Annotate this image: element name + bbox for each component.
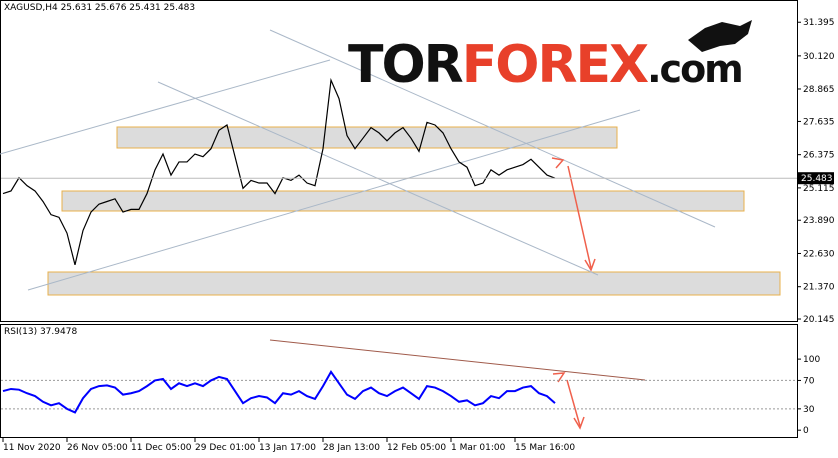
y-tick-label: 0 xyxy=(803,426,809,436)
y-tick-label: 22.630 xyxy=(803,249,835,259)
series-line xyxy=(2,77,556,265)
y-tick-label: 28.865 xyxy=(803,85,835,95)
logo-part: .com xyxy=(647,47,742,91)
y-tick-label: 23.890 xyxy=(803,216,835,226)
logo-part: TOR xyxy=(348,35,463,95)
zone xyxy=(116,126,618,149)
y-tick-label: 21.370 xyxy=(803,283,835,293)
y-tick-label: 25.115 xyxy=(803,184,835,194)
y-tick-label: 70 xyxy=(803,376,815,386)
x-tick-label: 29 Dec 01:00 xyxy=(195,443,256,453)
y-tick-label: 100 xyxy=(803,355,820,365)
rsi-panel xyxy=(0,324,798,438)
last-price-box xyxy=(798,172,834,185)
chart-title: XAGUSD,H4 25.631 25.676 25.431 25.483 xyxy=(4,3,195,13)
zone xyxy=(47,271,781,296)
x-tick-label: 15 Mar 16:00 xyxy=(515,443,575,453)
y-tick-label: 30.120 xyxy=(803,52,835,62)
logo: TORFOREX.com xyxy=(348,20,752,95)
logo-bull xyxy=(688,20,752,52)
y-tick-label: 30 xyxy=(803,405,815,415)
y-tick-label: 31.395 xyxy=(803,18,835,28)
price-panel xyxy=(0,0,798,322)
x-tick-label: 12 Feb 05:00 xyxy=(387,443,446,453)
rsi-title: RSI(13) 37.9478 xyxy=(4,327,77,337)
zone xyxy=(61,190,745,212)
y-tick-label: 20.145 xyxy=(803,315,835,325)
logo-part: FOREX xyxy=(462,35,649,95)
forecast-arrows xyxy=(551,157,596,430)
logo-text: TORFOREX.com xyxy=(348,35,742,95)
x-tick-label: 28 Jan 13:00 xyxy=(323,443,380,453)
y-tick-label: 26.375 xyxy=(803,151,835,161)
y-tick-label: 27.635 xyxy=(803,117,835,127)
last-price-label: 25.483 xyxy=(801,174,833,184)
series-line xyxy=(2,370,556,414)
x-tick-label: 26 Nov 05:00 xyxy=(67,443,128,453)
x-tick-label: 1 Mar 01:00 xyxy=(451,443,506,453)
x-tick-label: 11 Nov 2020 xyxy=(3,443,61,453)
x-tick-label: 11 Dec 05:00 xyxy=(131,443,192,453)
x-tick-label: 13 Jan 17:00 xyxy=(259,443,316,453)
